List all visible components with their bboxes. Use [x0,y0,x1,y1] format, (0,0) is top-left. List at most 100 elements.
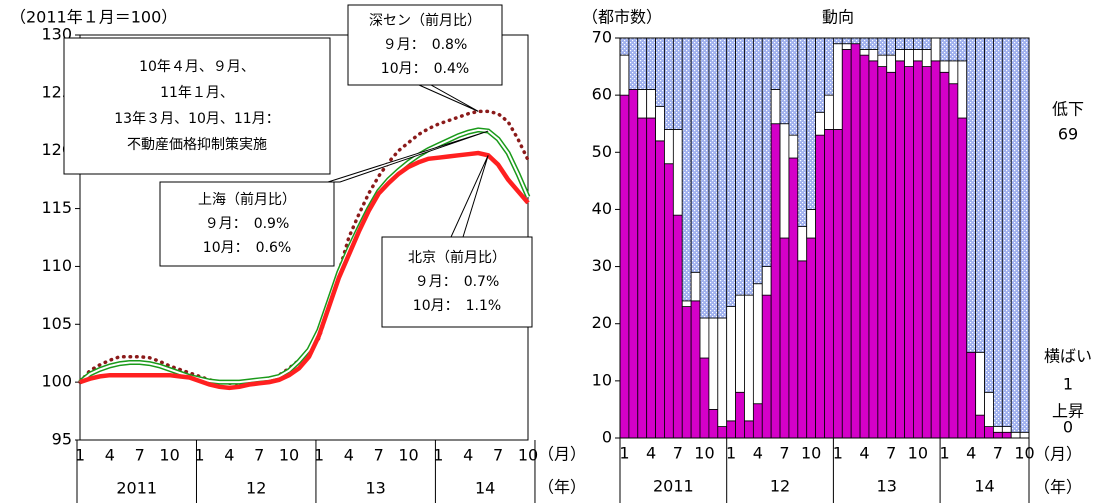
chart-title: 動向 [822,8,854,27]
bar-segment [664,129,674,165]
bar-segment [672,129,683,216]
x-tick-label: 4 [753,444,763,463]
bar-segment [726,420,736,439]
bar-segment [637,117,648,439]
bar-segment [877,66,888,439]
annotation-text: 不動産価格抑制策実施 [127,136,267,153]
annotation-text: ９月： 0.9% [205,216,290,232]
bar-segment [637,37,648,90]
y-tick-label: 110 [41,256,72,275]
bar-segment [948,83,959,439]
series-line [79,150,530,391]
annotation-text: ９月： 0.8% [383,37,468,53]
bar-segment [779,123,790,239]
bar-segment [619,54,630,96]
annotation-text: ９月： 0.7% [415,274,500,290]
bar-segment [984,391,994,427]
x-tick-label: 1 [433,446,443,465]
bar-segment [619,37,630,56]
x-tick-label: 10 [694,444,714,463]
bar-segment [726,306,736,422]
bar-segment [975,37,985,353]
bar-segment [708,409,719,439]
bar-segment [815,37,825,113]
legend-label: 低下 [1052,100,1084,119]
bar-segment [646,89,656,119]
annotation-text: 10月： 0.6% [203,240,291,256]
bar-segment [841,37,852,45]
bar-segment [717,37,728,319]
bar-segment [664,37,674,130]
bar-segment [699,357,710,439]
bar-segment [699,317,710,359]
bar-segment [921,49,932,67]
bar-segment [744,420,754,439]
bar-segment [984,37,994,393]
bar-segment [1019,37,1030,433]
legend-label: 横ばい [1044,347,1092,366]
x-tick-label: 10 [801,444,821,463]
bar-segment [752,283,763,405]
x-tick-label: 7 [493,446,503,465]
x-unit-label: （月） [1034,445,1082,464]
bar-segment [646,117,656,439]
bar-segment [735,294,745,393]
x-tick-label: 1 [833,444,843,463]
bar-segment [957,117,968,439]
y-tick-label: 115 [41,198,72,217]
bar-segment [770,123,781,439]
bar-segment [868,49,879,62]
bar-segment [895,60,905,439]
x-tick-label: 1 [194,446,204,465]
bar-segment [913,49,923,62]
bar-segment [824,37,834,96]
bar-segment [939,60,950,73]
bar-segment [868,60,879,439]
y-unit-label: （都市数） [582,8,662,27]
x-tick-label: 10 [908,444,928,463]
x-tick-label: 7 [135,446,145,465]
bar-segment [1010,431,1021,439]
x-tick-label: 10 [1014,444,1034,463]
bar-segment [859,37,870,50]
bar-segment [690,300,701,439]
bar-segment [904,37,914,50]
bar-segment [655,140,665,439]
y-tick-label: 105 [41,314,72,333]
series-line-inner [79,128,529,384]
bar-segment [850,43,861,439]
bar-segment [904,49,914,67]
annotation-text: 10年４月、９月、 [139,59,255,75]
bar-segment [895,49,905,62]
bar-segment [619,94,630,439]
callout-pointer [450,155,489,238]
legend-value: 0 [1063,418,1073,437]
bar-segment [859,49,870,56]
annotation-text: 10月： 1.1% [413,298,501,314]
x-tick-label: 10 [398,446,418,465]
plot-frame [619,37,1030,439]
callout-pointer [418,84,479,112]
bar-segment [655,37,665,107]
x-tick-label: 10 [159,446,179,465]
bar-segment [779,237,790,439]
bar-segment [681,300,692,307]
y-tick-label: 60 [592,85,612,104]
bar-segment [921,66,932,439]
year-label: 2011 [653,477,694,496]
bar-segment [690,37,701,273]
x-tick-label: 7 [779,444,789,463]
bar-segment [930,37,941,62]
x-tick-label: 4 [224,446,234,465]
y-tick-label: 10 [592,370,612,389]
year-label: 12 [246,479,266,498]
x-unit-label: （月） [538,445,586,464]
bar-segment [806,209,817,239]
bar-segment [957,37,968,62]
series-line [78,109,530,386]
x-tick-label: 4 [859,444,869,463]
y-tick-label: 20 [592,313,612,332]
x-tick-label: 4 [966,444,976,463]
bar-segment [681,306,692,439]
bar-segment [841,49,852,439]
